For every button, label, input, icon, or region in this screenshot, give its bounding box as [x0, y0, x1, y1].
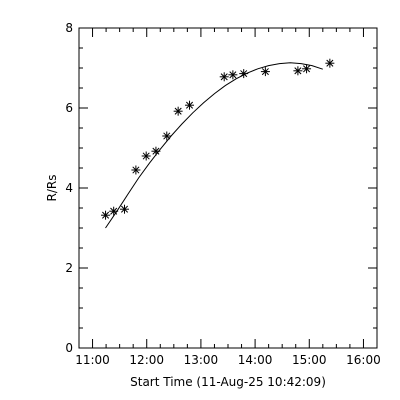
x-axis-label: Start Time (11-Aug-25 10:42:09) [130, 375, 326, 389]
data-point-asterisk [293, 66, 303, 76]
y-tick-label: 4 [65, 181, 73, 195]
plot-frame [78, 27, 378, 349]
data-point-asterisk [120, 204, 130, 214]
data-point-asterisk [302, 64, 312, 74]
data-point-asterisk [228, 70, 238, 80]
y-tick-label: 0 [65, 341, 73, 355]
y-tick-label: 2 [65, 261, 73, 275]
data-point-asterisk [141, 151, 151, 161]
data-point-asterisk [131, 165, 141, 175]
y-tick-labels: 0 2 4 6 8 [65, 21, 73, 355]
x-tick-labels: 11:00 12:00 13:00 14:00 15:00 16:00 [75, 353, 381, 367]
x-tick-label: 12:00 [129, 353, 164, 367]
data-point-asterisk [219, 72, 229, 82]
x-tick-label: 15:00 [292, 353, 327, 367]
y-axis-label: R/Rs [45, 175, 59, 202]
data-point-asterisk [162, 131, 172, 141]
axis-ticks [78, 27, 378, 349]
data-point-asterisk [260, 67, 270, 77]
x-tick-label: 13:00 [184, 353, 219, 367]
x-tick-label: 14:00 [238, 353, 273, 367]
fit-curve-line [105, 62, 323, 229]
y-tick-label: 8 [65, 21, 73, 35]
series-group [101, 58, 335, 229]
x-tick-label: 11:00 [75, 353, 110, 367]
data-point-asterisk [325, 58, 335, 68]
x-tick-label: 16:00 [346, 353, 381, 367]
data-point-asterisk [101, 210, 111, 220]
y-tick-label: 6 [65, 101, 73, 115]
data-point-asterisk [185, 100, 195, 110]
data-point-asterisk [173, 106, 183, 116]
